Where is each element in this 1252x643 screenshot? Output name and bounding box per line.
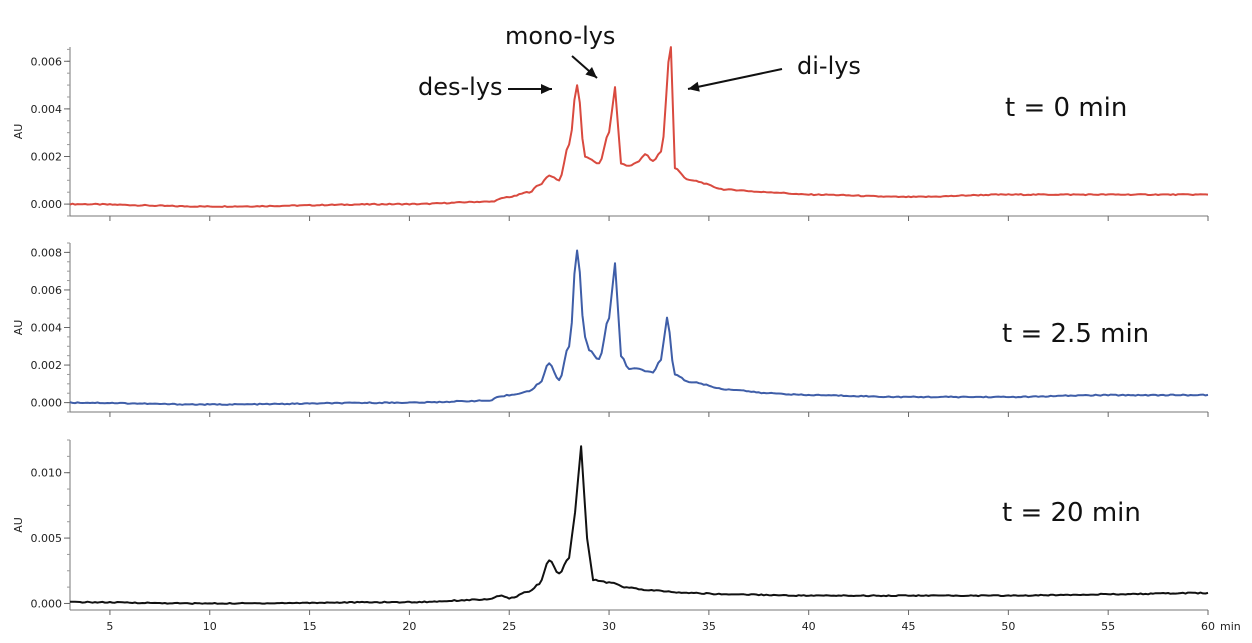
chart-panel-1: 0.000 0.002 0.004 0.006 AU t = 0 min des-lysmo… [12, 22, 1209, 221]
chart-panel-2: 0.000 0.002 0.004 0.006 0.008 AU t = 2.5 min [12, 242, 1209, 417]
x-tick-label: 60 [1201, 620, 1215, 633]
y-axis-label: AU [12, 124, 25, 140]
series-line-1 [69, 46, 1209, 208]
y-tick-label: 0.006 [31, 284, 63, 297]
y-axis-label: AU [12, 517, 25, 533]
x-tick-label: 20 [402, 620, 416, 633]
y-tick-label: 0.006 [31, 55, 63, 68]
series-line-3 [70, 445, 1209, 605]
x-tick-label: 5 [106, 620, 113, 633]
x-tick-label: 40 [802, 620, 816, 633]
y-axis-label: AU [12, 320, 25, 336]
y-tick-label: 0.008 [31, 246, 63, 259]
peak-annotation-mono-lys: mono-lys [505, 22, 615, 50]
y-tick-label: 0.002 [31, 359, 63, 372]
peak-annotation-des-lys: des-lys [418, 73, 503, 101]
y-tick-label: 0.000 [31, 597, 63, 610]
x-tick-label: 25 [502, 620, 516, 633]
x-tick-label: 55 [1101, 620, 1115, 633]
time-label: t = 0 min [1005, 93, 1127, 123]
x-tick-label: 15 [303, 620, 317, 633]
x-tick-label: 30 [602, 620, 616, 633]
annotation-arrow-head [585, 67, 597, 78]
x-tick-label: 10 [203, 620, 217, 633]
x-axis-unit-label: min [1220, 620, 1241, 633]
x-tick-label: 45 [902, 620, 916, 633]
y-tick-label: 0.004 [31, 322, 63, 335]
time-label: t = 2.5 min [1002, 319, 1149, 349]
y-tick-label: 0.000 [31, 198, 63, 211]
y-tick-label: 0.000 [31, 397, 63, 410]
series-line-2 [69, 249, 1209, 406]
y-tick-label: 0.002 [31, 150, 63, 163]
x-tick-label: 50 [1001, 620, 1015, 633]
y-tick-label: 0.010 [31, 467, 63, 480]
time-label: t = 20 min [1002, 498, 1141, 528]
y-tick-label: 0.005 [31, 532, 63, 545]
annotation-arrow-head [541, 84, 552, 94]
chart-panel-3: 0.000 0.005 0.010 AU t = 20 min 5 10 15 20 25 30 35… [12, 439, 1241, 633]
x-tick-label: 35 [702, 620, 716, 633]
peak-annotation-di-lys: di-lys [797, 52, 861, 80]
annotation-arrow-shaft [687, 68, 783, 90]
y-tick-label: 0.004 [31, 103, 63, 116]
annotation-arrow-head [688, 81, 700, 92]
